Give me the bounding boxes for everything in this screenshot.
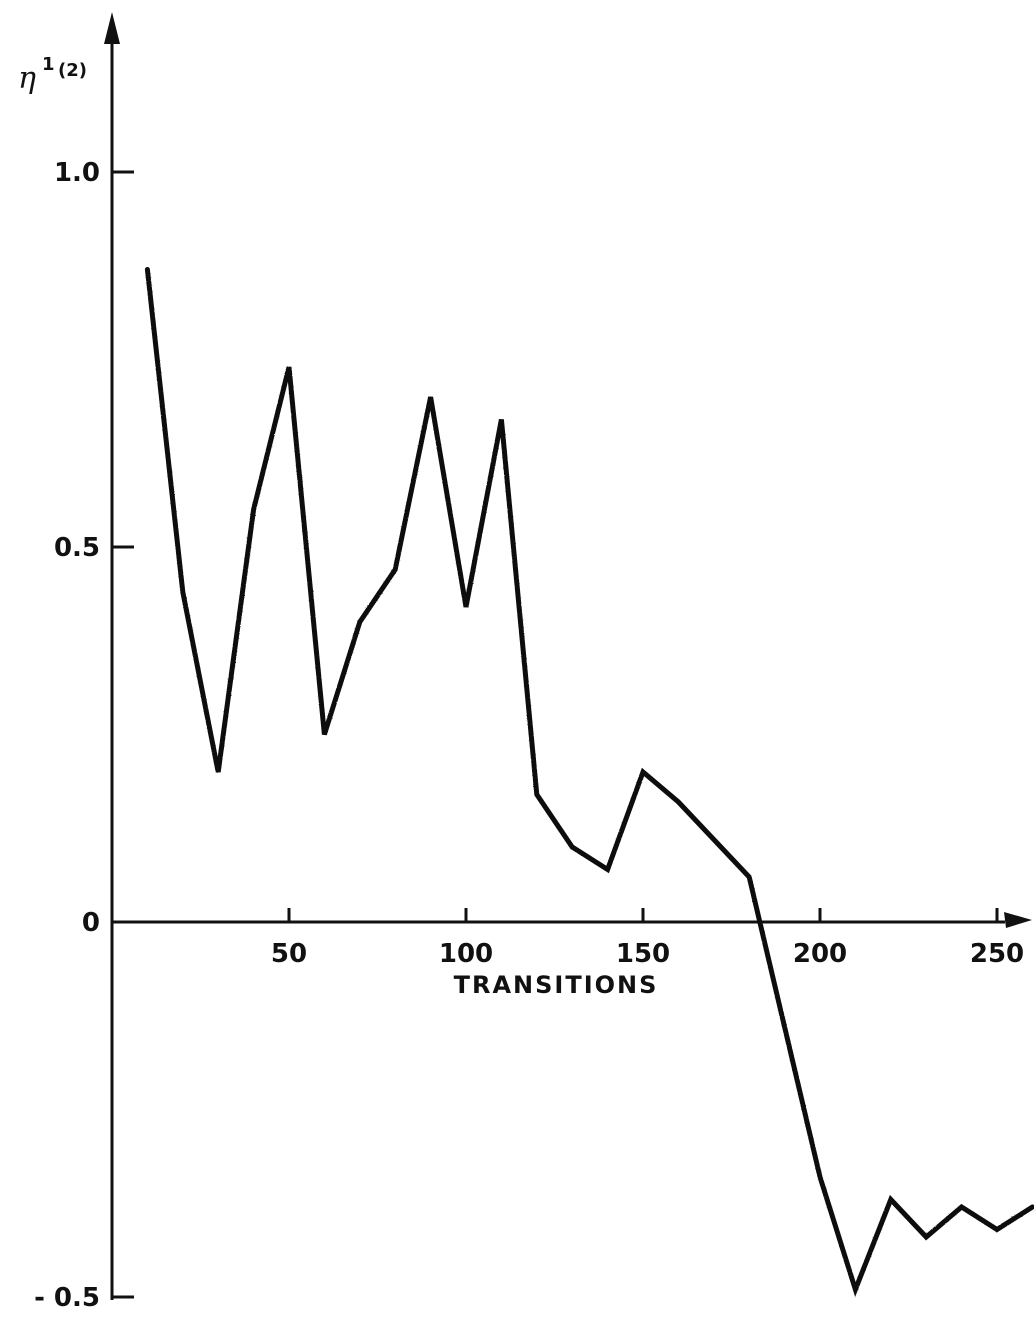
x-tick-label: 150 <box>616 939 670 969</box>
y-axis-title-superscript: 1 <box>42 54 55 75</box>
x-tick-label: 50 <box>271 939 307 969</box>
y-axis-arrowhead <box>104 12 120 44</box>
series-group <box>144 267 1034 1297</box>
x-axis-title: TRANSITIONS <box>454 971 659 999</box>
x-axis-arrowhead <box>1004 912 1032 928</box>
y-tick-label: - 0.5 <box>34 1283 100 1313</box>
y-axis-ticks: 1.0 0.5 0 - 0.5 <box>34 158 134 1313</box>
axes <box>104 12 1032 1300</box>
x-tick-label: 100 <box>439 939 493 969</box>
y-tick-label: 0.5 <box>54 533 100 563</box>
y-tick-label: 1.0 <box>54 158 100 188</box>
y-axis-title-suffix: (2) <box>58 60 87 81</box>
x-tick-label: 250 <box>970 939 1024 969</box>
y-axis-title: η 1 (2) <box>18 54 87 96</box>
y-tick-label: 0 <box>82 908 100 938</box>
x-axis-ticks: 50 100 150 200 250 <box>271 908 1024 969</box>
x-tick-label: 200 <box>793 939 847 969</box>
series-line <box>144 267 1034 1297</box>
y-axis-title-symbol: η <box>18 61 36 96</box>
